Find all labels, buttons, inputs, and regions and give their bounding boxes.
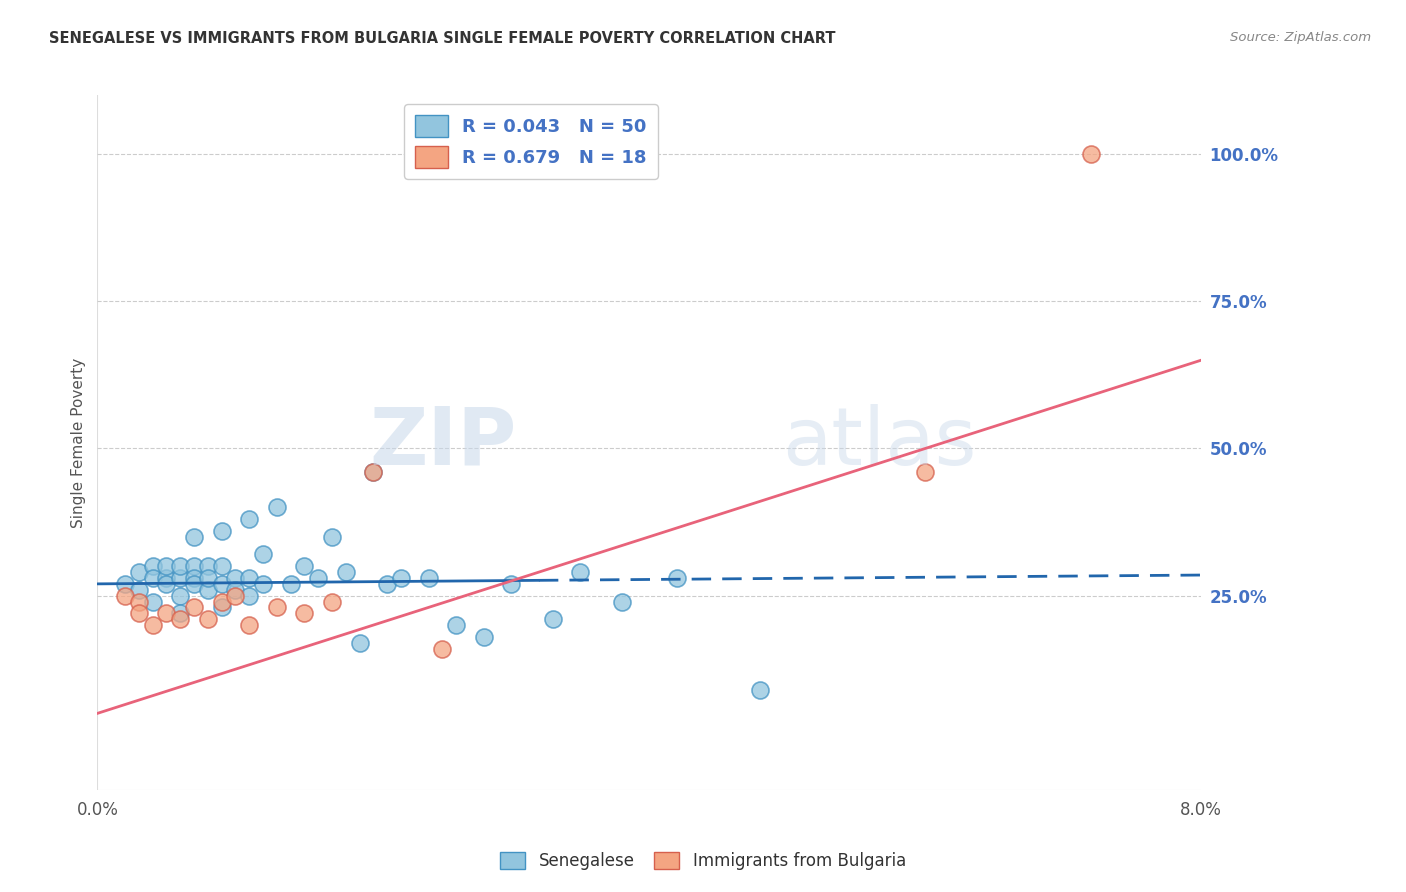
Point (155, 571, 177, 585)
Point (211, 559, 233, 574)
Point (432, 641, 454, 656)
Point (211, 524, 233, 538)
Point (169, 559, 191, 574)
Text: Source: ZipAtlas.com: Source: ZipAtlas.com (1230, 31, 1371, 45)
Point (363, 465, 385, 479)
Point (444, 618, 467, 632)
Point (238, 618, 260, 632)
Point (349, 636, 371, 650)
Point (224, 582, 246, 597)
Point (224, 589, 246, 603)
Point (141, 618, 163, 632)
Point (169, 612, 191, 626)
Point (389, 571, 412, 585)
Point (252, 577, 274, 591)
Point (183, 600, 205, 615)
Point (114, 577, 136, 591)
Point (128, 607, 150, 621)
Point (501, 577, 523, 591)
Point (665, 571, 688, 585)
Text: atlas: atlas (782, 403, 976, 482)
Point (610, 594, 633, 608)
Point (211, 600, 233, 615)
Point (335, 565, 357, 579)
Point (266, 500, 288, 515)
Point (418, 571, 440, 585)
Point (224, 571, 246, 585)
Text: SENEGALESE VS IMMIGRANTS FROM BULGARIA SINGLE FEMALE POVERTY CORRELATION CHART: SENEGALESE VS IMMIGRANTS FROM BULGARIA S… (49, 31, 835, 46)
Point (169, 571, 191, 585)
Point (211, 594, 233, 608)
Point (238, 589, 260, 603)
Point (128, 582, 150, 597)
Point (292, 607, 315, 621)
Point (114, 589, 136, 603)
Point (472, 630, 495, 644)
Point (197, 582, 219, 597)
Point (169, 589, 191, 603)
Y-axis label: Single Female Poverty: Single Female Poverty (72, 358, 86, 528)
Point (748, 682, 770, 697)
Point (238, 571, 260, 585)
Point (128, 565, 150, 579)
Point (307, 571, 329, 585)
Point (252, 548, 274, 562)
Point (280, 577, 302, 591)
Point (197, 612, 219, 626)
Legend: Senegalese, Immigrants from Bulgaria: Senegalese, Immigrants from Bulgaria (494, 845, 912, 877)
Point (141, 559, 163, 574)
Point (363, 465, 385, 479)
Point (183, 571, 205, 585)
Point (183, 530, 205, 544)
Point (141, 594, 163, 608)
Point (197, 559, 219, 574)
Point (321, 530, 343, 544)
Point (155, 559, 177, 574)
Point (321, 594, 343, 608)
Point (183, 559, 205, 574)
Point (1080, 147, 1102, 161)
Point (238, 512, 260, 526)
Point (266, 600, 288, 615)
Point (375, 577, 398, 591)
Legend: R = 0.043   N = 50, R = 0.679   N = 18: R = 0.043 N = 50, R = 0.679 N = 18 (405, 104, 658, 179)
Point (569, 565, 592, 579)
Point (211, 577, 233, 591)
Point (128, 594, 150, 608)
Point (169, 607, 191, 621)
Point (541, 612, 564, 626)
Point (141, 571, 163, 585)
Point (155, 607, 177, 621)
Point (197, 571, 219, 585)
Point (183, 577, 205, 591)
Text: ZIP: ZIP (370, 403, 517, 482)
Point (292, 559, 315, 574)
Point (914, 465, 936, 479)
Point (155, 577, 177, 591)
